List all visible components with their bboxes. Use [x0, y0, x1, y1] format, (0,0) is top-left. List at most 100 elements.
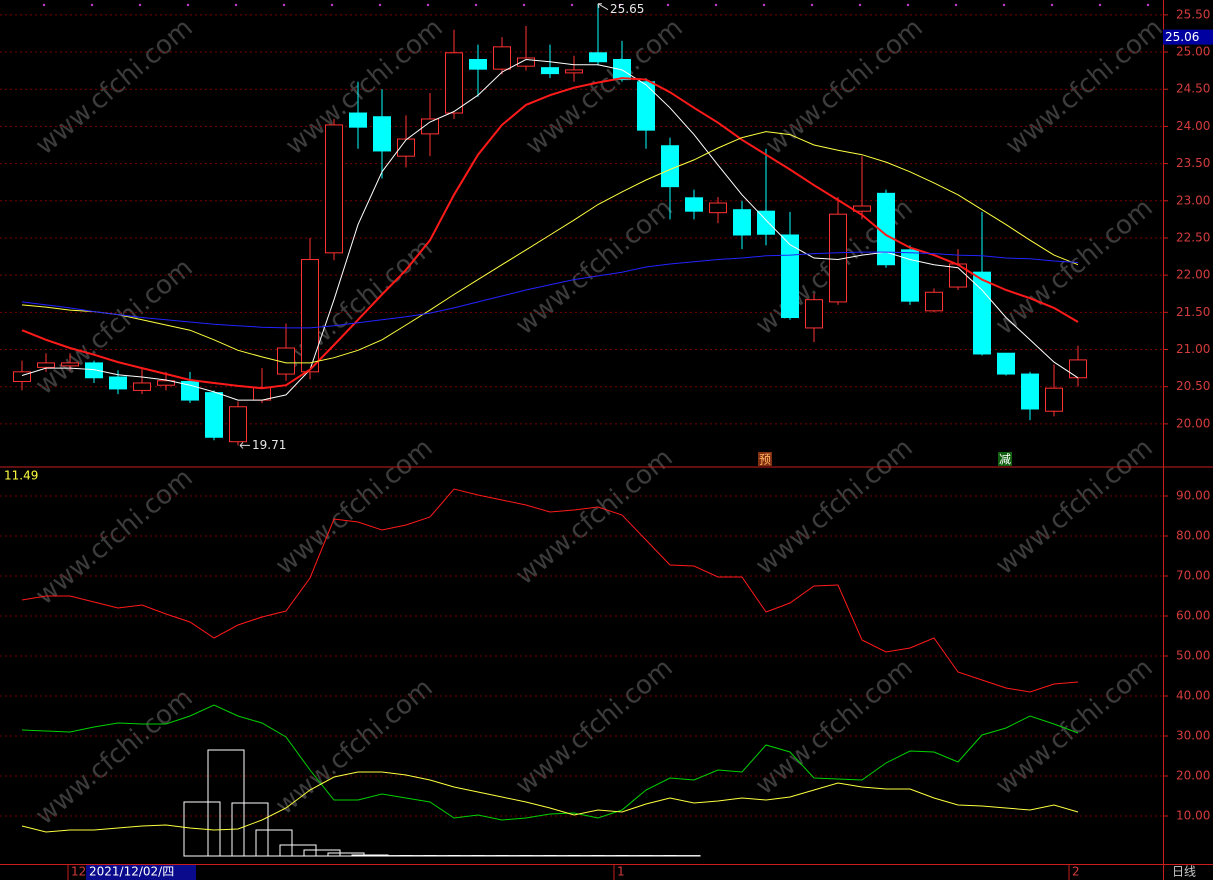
- candle-body: [805, 299, 823, 329]
- top-dot: [330, 3, 334, 7]
- candle-body: [1045, 387, 1063, 412]
- top-dot: [522, 3, 526, 7]
- candle-body: [757, 210, 775, 235]
- candle-body: [517, 57, 535, 67]
- y-tick-label: 10.00: [1176, 809, 1210, 823]
- candle-body: [997, 352, 1015, 375]
- y-tick-label: 21.50: [1176, 305, 1210, 319]
- ma-line: [21, 251, 1079, 329]
- candle-body: [325, 124, 343, 254]
- y-tick-label: 22.50: [1176, 230, 1210, 244]
- y-tick-label: 20.50: [1176, 379, 1210, 393]
- candle-body: [397, 138, 415, 157]
- top-dot: [234, 3, 238, 7]
- top-dot: [1050, 3, 1054, 7]
- y-tick-label: 22.00: [1176, 268, 1210, 282]
- y-tick-label: 24.50: [1176, 82, 1210, 96]
- top-dot: [810, 3, 814, 7]
- y-tick-label: 70.00: [1176, 569, 1210, 583]
- x-tick-label: 1: [617, 865, 625, 879]
- tag: 减: [999, 453, 1011, 467]
- top-dot: [666, 3, 670, 7]
- y-tick-label: 60.00: [1176, 609, 1210, 623]
- marker-arrow: [239, 442, 250, 449]
- candle-body: [205, 392, 223, 438]
- top-dot: [378, 3, 382, 7]
- candle-body: [1021, 373, 1039, 410]
- tag-box: [998, 452, 1012, 466]
- marker-arrow: [597, 3, 609, 11]
- ma-line: [21, 704, 1079, 821]
- candle-body: [925, 291, 943, 312]
- tag: 预: [759, 453, 771, 467]
- top-dot: [1098, 3, 1102, 7]
- y-tick-label: 23.00: [1176, 193, 1210, 207]
- top-dot: [426, 3, 430, 7]
- ma-line: [21, 131, 1079, 364]
- candle-body: [1069, 359, 1087, 379]
- candle-body: [589, 52, 607, 63]
- candle-body: [901, 249, 919, 302]
- ma-line: [21, 77, 1079, 390]
- candle-body: [565, 69, 583, 74]
- top-dot: [186, 3, 190, 7]
- top-dot: [954, 3, 958, 7]
- indicator-value: 11.49: [4, 469, 38, 483]
- candle-body: [661, 145, 679, 188]
- ma-line: [21, 58, 1079, 401]
- candle-body: [637, 81, 655, 131]
- candle-body: [421, 118, 439, 135]
- candle-body: [109, 376, 127, 390]
- top-dot: [906, 3, 910, 7]
- candle-body: [373, 116, 391, 152]
- top-dot: [138, 3, 142, 7]
- candle-body: [781, 234, 799, 319]
- histogram-bar: [183, 801, 221, 857]
- candle-body: [541, 67, 559, 75]
- y-tick-label: 21.00: [1176, 342, 1210, 356]
- top-dot: [474, 3, 478, 7]
- y-tick-label: 40.00: [1176, 689, 1210, 703]
- x-tick-label: 2: [1072, 865, 1080, 879]
- y-tick-label: 23.50: [1176, 156, 1210, 170]
- y-tick-label: 80.00: [1176, 529, 1210, 543]
- cursor-label-box: [86, 865, 196, 880]
- candle-body: [13, 371, 31, 382]
- ma-line: [21, 488, 1079, 693]
- candle-body: [685, 197, 703, 212]
- y-tick-label: 30.00: [1176, 729, 1210, 743]
- top-dot: [762, 3, 766, 7]
- histogram-bar: [255, 829, 293, 857]
- candle-body: [733, 209, 751, 236]
- top-dot: [1002, 3, 1006, 7]
- candle-body: [445, 52, 463, 114]
- candle-body: [973, 271, 991, 355]
- y-tick-label: 50.00: [1176, 649, 1210, 663]
- candle-body: [349, 112, 367, 128]
- candle-body: [469, 58, 487, 70]
- candle-body: [85, 362, 103, 379]
- y-tick-label: 20.00: [1176, 769, 1210, 783]
- top-dot: [570, 3, 574, 7]
- y-tick-label: 25.50: [1176, 7, 1210, 21]
- high-marker: 25.65: [610, 2, 644, 16]
- low-marker: 19.71: [252, 438, 286, 452]
- candle-body: [157, 380, 175, 386]
- y-tick-label: 20.00: [1176, 416, 1210, 430]
- cursor-label: 2021/12/02/四: [89, 865, 174, 879]
- y-tick-label: 90.00: [1176, 489, 1210, 503]
- tag-box: [758, 452, 772, 466]
- candle-body: [253, 386, 271, 401]
- top-dot: [90, 3, 94, 7]
- top-dot: [1146, 3, 1150, 7]
- period-label: 日线: [1172, 865, 1196, 879]
- candle-body: [37, 362, 55, 368]
- candle-body: [61, 362, 79, 367]
- top-dot: [618, 3, 622, 7]
- price-label: 25.06: [1165, 30, 1199, 44]
- candle-body: [493, 46, 511, 70]
- top-dot: [714, 3, 718, 7]
